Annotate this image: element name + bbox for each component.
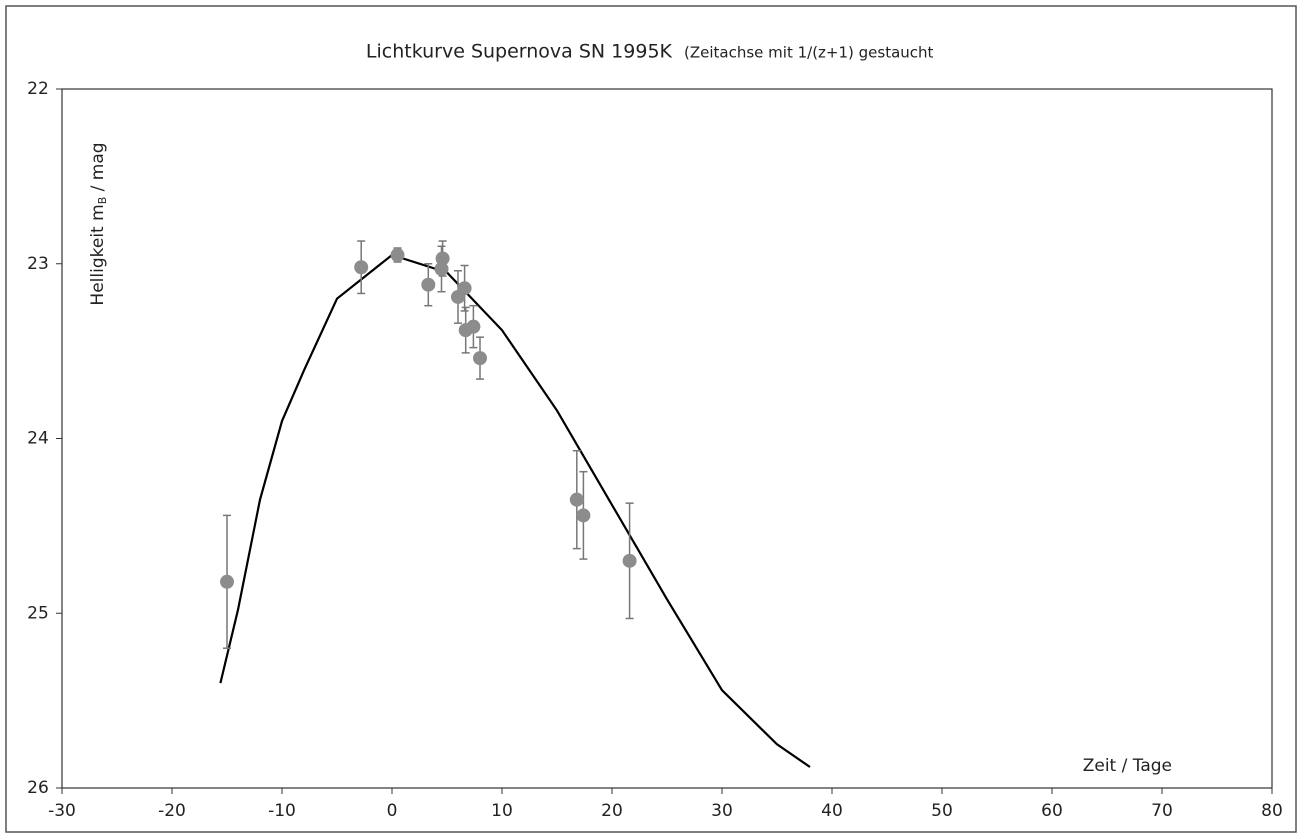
x-tick-label: 70	[1151, 801, 1173, 821]
y-label-main: Helligkeit m	[88, 204, 108, 305]
x-tick-label: -10	[268, 801, 296, 821]
x-tick-label: 30	[711, 801, 733, 821]
y-tick-label: 25	[27, 603, 49, 623]
x-tick-label: -20	[158, 801, 186, 821]
data-point	[434, 261, 449, 276]
data-point	[354, 260, 369, 275]
y-axis-label: Helligkeit mB / mag	[88, 142, 109, 305]
chart-border	[5, 5, 1297, 833]
data-point	[457, 281, 472, 296]
fit-curve	[219, 253, 811, 768]
data-point	[220, 574, 234, 589]
y-tick-label: 24	[27, 429, 49, 449]
chart-subtitle: (Zeitachse mit 1/(z+1) gestaucht	[684, 44, 934, 62]
x-axis-label: Zeit / Tage	[1083, 756, 1172, 776]
y-label-sub: B	[96, 197, 109, 205]
data-point	[390, 248, 405, 263]
x-tick-label: 40	[821, 801, 843, 821]
y-tick-label: 22	[27, 79, 49, 99]
data-point	[622, 553, 637, 568]
data-point	[473, 351, 487, 366]
x-tick-label: 80	[1261, 801, 1283, 821]
x-tick-label: 10	[491, 801, 513, 821]
data-point	[435, 251, 450, 266]
x-tick-label: 50	[931, 801, 953, 821]
y-tick-label: 23	[27, 254, 49, 274]
data-point	[466, 319, 481, 334]
x-tick-label: -30	[48, 801, 76, 821]
x-tick-label: 60	[1041, 801, 1063, 821]
y-tick-label: 26	[27, 778, 49, 798]
chart-title: Lichtkurve Supernova SN 1995K	[366, 41, 673, 63]
x-tick-label: 0	[387, 801, 398, 821]
data-point	[576, 508, 591, 523]
plot-area	[61, 88, 1273, 789]
data-point	[569, 492, 584, 507]
data-point	[421, 277, 436, 292]
y-label-unit: / mag	[88, 142, 108, 196]
x-tick-label: 20	[601, 801, 623, 821]
